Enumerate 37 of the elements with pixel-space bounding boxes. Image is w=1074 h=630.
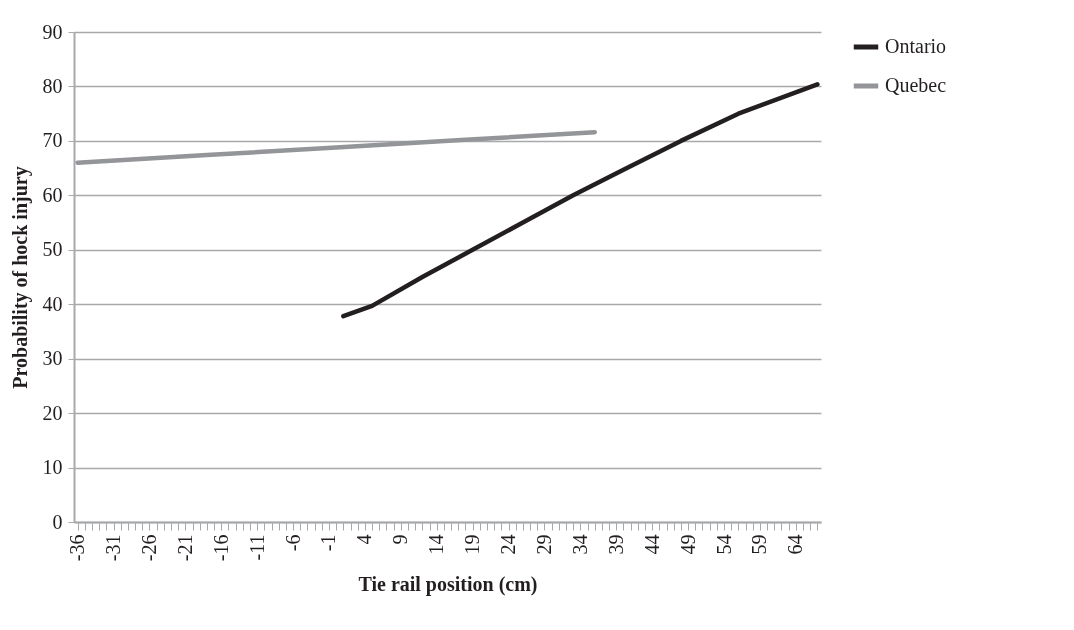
x-tick-label: 49 (676, 534, 699, 555)
x-tick-label: 34 (568, 534, 591, 555)
x-tick-label: -16 (209, 534, 232, 562)
x-tick-label: 19 (461, 534, 484, 555)
y-tick-label: 80 (42, 74, 63, 97)
y-tick-label: 40 (42, 292, 63, 315)
x-axis-title: Tie rail position (cm) (358, 573, 538, 597)
y-tick-label: 70 (42, 129, 63, 152)
x-tick-label: -36 (66, 534, 89, 562)
x-tick-label: 24 (497, 534, 520, 555)
x-tick-label: -26 (137, 534, 160, 562)
x-tick-label: 14 (425, 534, 448, 555)
y-tick-label: 20 (42, 401, 63, 424)
x-tick-label: 39 (604, 534, 627, 555)
x-tick-label: 29 (532, 534, 555, 555)
x-tick-label: 59 (748, 534, 771, 555)
x-tick-label: -21 (173, 534, 196, 562)
x-tick-label: -11 (245, 534, 268, 561)
y-axis-title: Probability of hock injury (8, 166, 32, 389)
legend-label: Quebec (885, 74, 947, 96)
x-tick-label: -1 (317, 534, 340, 552)
legend-label: Ontario (885, 35, 947, 57)
x-tick-label: 44 (640, 534, 663, 555)
line-series (341, 82, 820, 319)
y-tick-label: 90 (42, 20, 63, 43)
y-tick-label: 60 (42, 183, 63, 206)
x-tick-label: 64 (784, 534, 807, 555)
y-tick-label: 50 (42, 238, 63, 261)
y-tick-label: 10 (42, 456, 63, 479)
x-tick-label: 9 (389, 534, 412, 545)
x-tick-label: 4 (353, 534, 376, 545)
x-tick-label: -6 (281, 534, 304, 552)
x-tick-label: 54 (712, 534, 735, 555)
y-tick-label: 30 (42, 347, 63, 370)
y-tick-label: 0 (52, 510, 63, 533)
line-series (75, 129, 597, 165)
x-tick-label: -31 (102, 534, 124, 562)
